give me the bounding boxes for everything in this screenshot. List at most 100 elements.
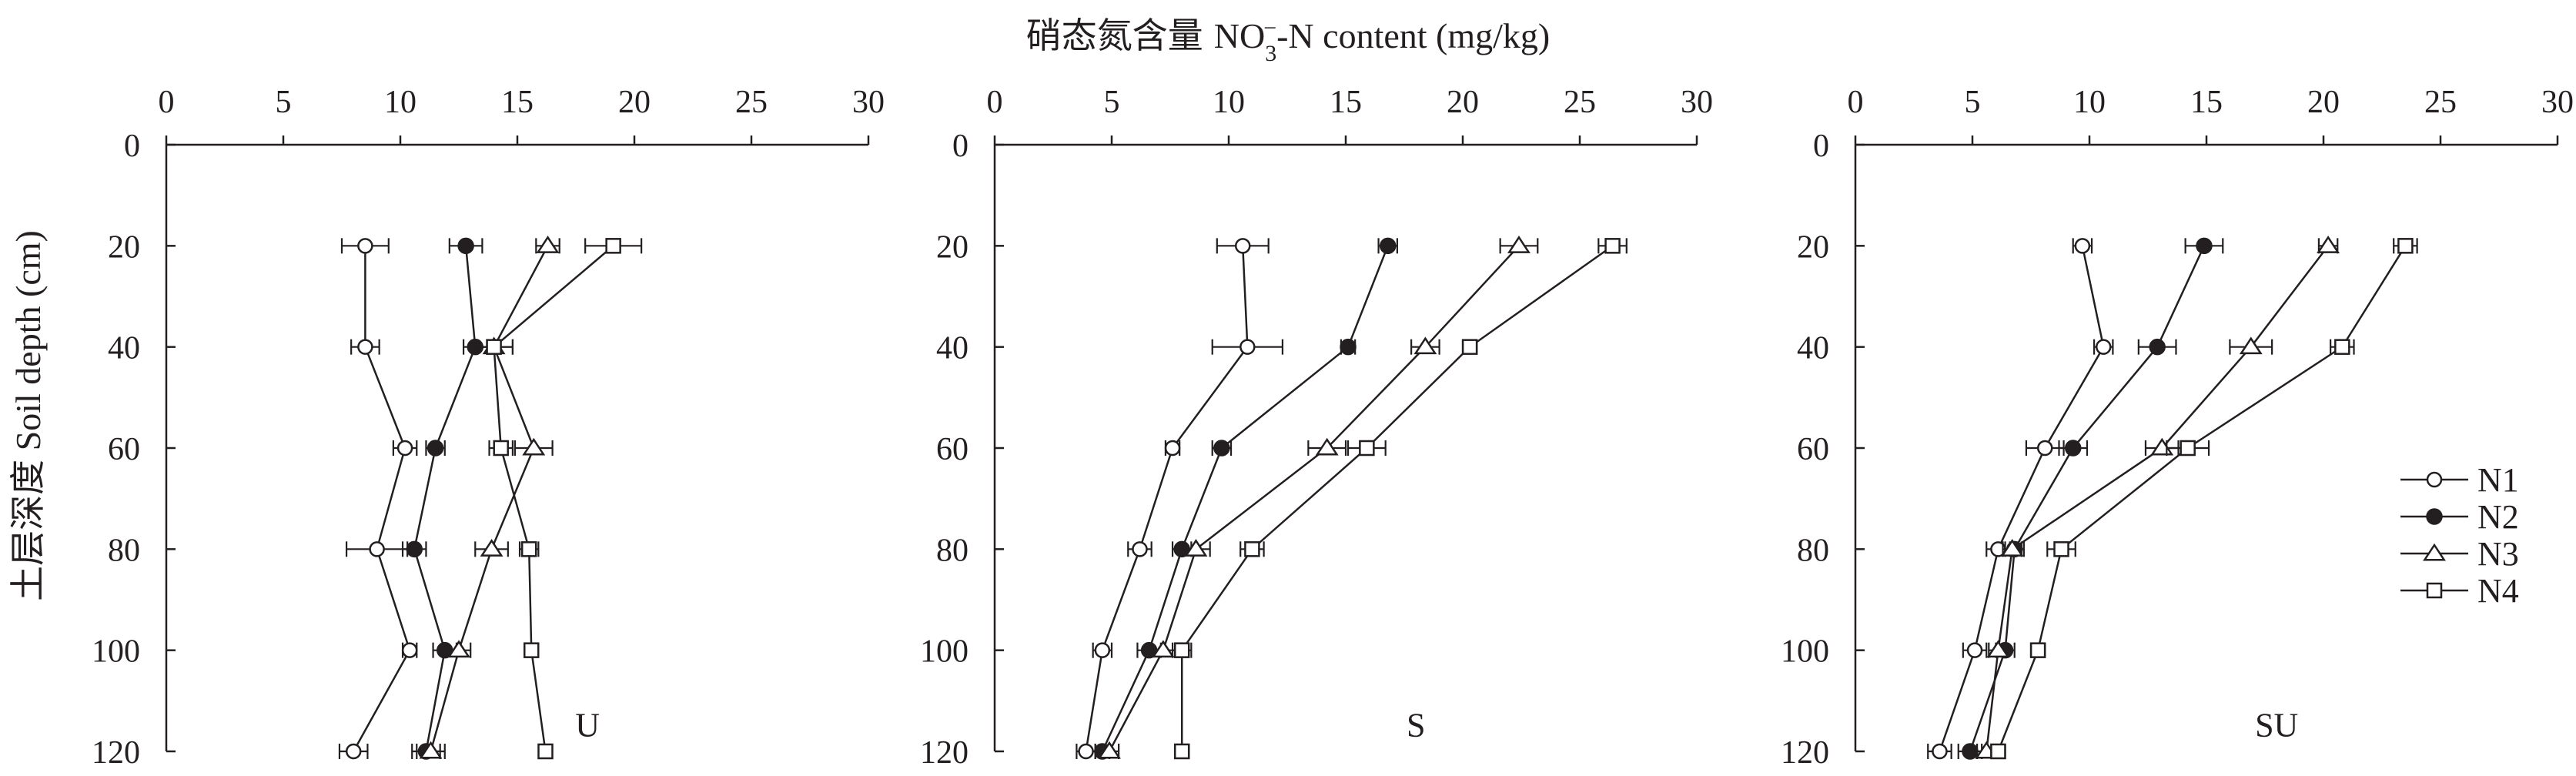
y-tick-label: 20 <box>1797 229 1829 265</box>
data-point <box>1315 437 1339 456</box>
data-point <box>406 540 423 558</box>
data-point <box>1234 238 1251 254</box>
data-point <box>2074 238 2091 254</box>
data-point <box>2064 440 2082 457</box>
series-line <box>1969 245 2206 752</box>
x-tick-label: 10 <box>384 85 417 120</box>
legend-label: N4 <box>2477 572 2519 610</box>
x-tick-label: 0 <box>1848 85 1864 120</box>
data-point <box>2196 237 2213 255</box>
series-n3 <box>1975 236 2340 759</box>
data-point <box>1213 440 1230 457</box>
y-tick-label: 20 <box>936 229 969 265</box>
series-line <box>493 245 614 752</box>
data-point <box>1173 743 1190 760</box>
data-point <box>1132 541 1148 557</box>
data-point <box>1359 440 1375 457</box>
data-point <box>536 236 560 253</box>
data-point <box>2334 339 2350 355</box>
x-tick-label: 30 <box>1681 85 1713 120</box>
panel-su: 0 5 10 15 20 25 30 0 20 40 60 80 100 120 SU <box>1781 85 2574 771</box>
series-line <box>1108 245 1520 752</box>
data-point <box>2397 238 2414 254</box>
data-point <box>1990 743 2006 760</box>
x-tick-label: 20 <box>2307 85 2340 120</box>
data-point <box>1507 236 1531 253</box>
data-point <box>1962 743 1979 760</box>
y-tick-label: 80 <box>936 533 969 568</box>
series-n4 <box>1990 238 2418 760</box>
data-point <box>396 440 413 457</box>
y-tick-label: 40 <box>108 331 140 366</box>
legend-marker <box>2426 508 2443 525</box>
legend-marker <box>2423 543 2446 561</box>
panel-s: 0 5 10 15 20 25 30 0 20 40 60 80 100 120 S <box>920 85 1713 771</box>
data-point <box>486 339 502 355</box>
y-tick-label: 80 <box>108 533 140 568</box>
data-point <box>1379 237 1397 255</box>
legend-item-n4: N4 <box>2400 572 2519 610</box>
y-tick-label: 100 <box>1781 634 1829 670</box>
y-tick-label: 0 <box>952 129 969 164</box>
data-point <box>1340 338 1357 356</box>
data-point <box>357 238 373 254</box>
data-point <box>605 238 621 254</box>
series-line <box>413 246 477 752</box>
data-point <box>1097 741 1121 759</box>
series-n3 <box>1097 236 1539 759</box>
y-tick-label: 40 <box>936 331 969 366</box>
data-point <box>457 237 474 255</box>
data-point <box>2239 336 2263 355</box>
figure-title: 硝态氮含量 NO3−-N content (mg/kg) <box>1026 15 1551 66</box>
data-point <box>2053 541 2069 557</box>
data-point <box>1164 440 1181 457</box>
data-point <box>1094 642 1111 658</box>
x-tick-label: 10 <box>1213 85 1245 120</box>
y-tick-label: 120 <box>92 735 140 771</box>
data-point <box>1184 539 1208 557</box>
data-point <box>2149 338 2166 356</box>
y-tick-label: 0 <box>1813 129 1829 164</box>
data-point <box>2036 440 2053 457</box>
y-tick-label: 80 <box>1797 533 1829 568</box>
series-line <box>430 245 549 752</box>
y-tick-label: 60 <box>108 432 140 467</box>
data-point <box>427 440 444 457</box>
legend-marker <box>2426 582 2443 599</box>
data-point <box>1078 743 1094 760</box>
series-line <box>1180 245 1614 751</box>
data-point <box>357 339 373 355</box>
x-tick-label: 10 <box>2073 85 2106 120</box>
y-tick-label: 120 <box>920 735 969 771</box>
data-point <box>1604 238 1621 254</box>
data-point <box>369 541 385 557</box>
x-tick-label: 5 <box>276 85 292 120</box>
x-tick-label: 5 <box>1965 85 1981 120</box>
data-point <box>401 642 418 658</box>
x-tick-label: 15 <box>1330 85 1362 120</box>
series-n1 <box>338 238 418 760</box>
x-tick-label: 15 <box>2190 85 2223 120</box>
x-tick-label: 25 <box>1564 85 1596 120</box>
legend-label: N1 <box>2477 461 2519 499</box>
data-point <box>1173 642 1190 658</box>
panel-label: S <box>1407 706 1425 744</box>
legend-item-n2: N2 <box>2400 498 2519 536</box>
data-point <box>1151 640 1175 658</box>
y-axis-label: 土层深度 Soil depth (cm) <box>8 230 48 601</box>
y-tick-label: 120 <box>1781 735 1829 771</box>
data-point <box>2029 642 2046 658</box>
y-tick-label: 20 <box>108 229 140 265</box>
series-line <box>1085 246 1249 752</box>
x-tick-label: 0 <box>159 85 175 120</box>
data-point <box>1932 743 1948 760</box>
data-point <box>480 539 503 557</box>
series-n4 <box>474 238 643 760</box>
data-point <box>1986 640 2010 658</box>
y-tick-label: 60 <box>1797 432 1829 467</box>
y-tick-label: 100 <box>92 634 140 670</box>
y-tick-label: 40 <box>1797 331 1829 366</box>
